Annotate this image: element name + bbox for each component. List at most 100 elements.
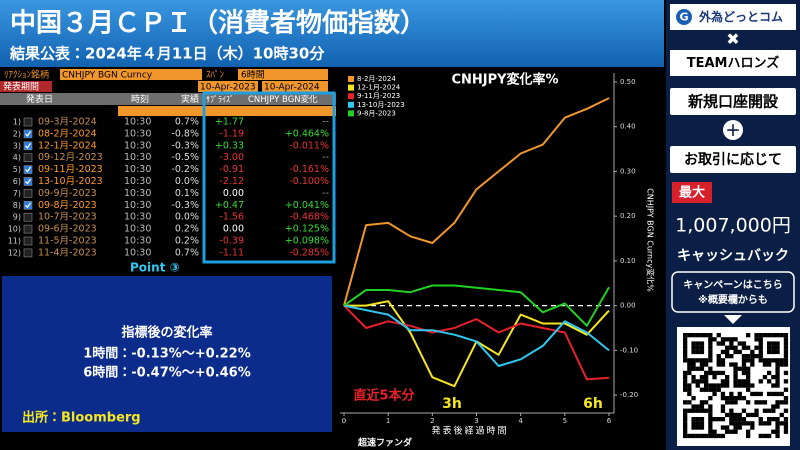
qr-module bbox=[691, 362, 696, 367]
span-box bbox=[238, 69, 328, 80]
qr-module bbox=[783, 333, 789, 338]
qr-module bbox=[695, 404, 700, 409]
qr-module bbox=[754, 408, 759, 413]
release-date: 09-11月-2023 bbox=[38, 164, 103, 175]
qr-module bbox=[775, 345, 780, 350]
qr-module bbox=[746, 370, 751, 376]
legend-label: 13-10月-2023 bbox=[357, 101, 405, 109]
qr-module bbox=[737, 379, 742, 384]
qr-module bbox=[758, 345, 763, 350]
qr-module bbox=[708, 358, 713, 363]
qr-module bbox=[699, 362, 705, 367]
qr-module bbox=[737, 341, 742, 346]
qr-module bbox=[708, 433, 713, 439]
bloomberg-table: ﾘｱｸｼｮﾝ銘柄 CNHJPY BGN Curncy ｽﾊﾟﾝ 6時間 発表期間… bbox=[0, 69, 336, 275]
row-number: 12) bbox=[8, 248, 21, 257]
checkbox bbox=[23, 129, 33, 139]
row-number: 9) bbox=[13, 213, 21, 222]
qr-module bbox=[758, 349, 763, 355]
qr-module bbox=[708, 417, 713, 422]
checkmark bbox=[25, 202, 32, 209]
qr-module bbox=[683, 383, 688, 388]
qr-module bbox=[720, 362, 726, 367]
release-date: 09-8月-2023 bbox=[38, 200, 97, 211]
qr-module bbox=[775, 421, 780, 426]
qr-module bbox=[708, 366, 713, 371]
qr-module bbox=[754, 391, 759, 397]
qr-module bbox=[733, 412, 738, 418]
actual: -0.2% bbox=[171, 164, 199, 175]
qr-module bbox=[704, 362, 709, 367]
release-time: 10:30 bbox=[124, 224, 151, 235]
qr-module bbox=[783, 400, 789, 405]
campaign-box[interactable] bbox=[671, 271, 795, 313]
qr-module bbox=[775, 375, 780, 380]
qr-module bbox=[712, 433, 717, 439]
qr-module bbox=[695, 425, 700, 430]
qr-module bbox=[683, 408, 688, 413]
qr-module bbox=[737, 412, 742, 418]
qr-module bbox=[771, 408, 776, 413]
actual: -0.3% bbox=[171, 200, 199, 211]
qr-module bbox=[704, 383, 709, 388]
change: -0.100% bbox=[289, 176, 329, 187]
qr-module bbox=[741, 345, 747, 350]
qr-module bbox=[699, 358, 705, 363]
reaction-label: ﾘｱｸｼｮﾝ銘柄 bbox=[4, 69, 49, 81]
qr-module bbox=[746, 345, 751, 350]
release-date: 09-3月-2024 bbox=[38, 117, 97, 128]
y-tick-label: 0.40 bbox=[620, 123, 636, 131]
legend-label: 12-1月-2024 bbox=[357, 84, 401, 92]
qr-module bbox=[720, 408, 726, 413]
y-tick-label: 0.10 bbox=[620, 257, 636, 265]
qr-module bbox=[720, 370, 726, 376]
qr-module bbox=[767, 417, 772, 422]
release-date: 09-6月-2023 bbox=[38, 224, 97, 235]
qr-module bbox=[720, 341, 726, 346]
qr-module bbox=[767, 379, 772, 384]
qr-module bbox=[691, 433, 696, 439]
legend-swatch bbox=[348, 93, 354, 100]
qr-module bbox=[729, 362, 734, 367]
qr-module bbox=[691, 396, 696, 401]
column-header: 発表日 bbox=[26, 93, 53, 105]
release-date: 11-5月-2023 bbox=[38, 236, 97, 247]
column-header: 実績 bbox=[181, 93, 199, 105]
qr-module bbox=[704, 375, 709, 380]
qr-module bbox=[767, 391, 772, 397]
qr-module bbox=[683, 341, 688, 346]
period-end-box bbox=[262, 81, 328, 92]
qr-module bbox=[746, 433, 751, 439]
qr-module bbox=[691, 345, 696, 350]
qr-module bbox=[767, 433, 772, 439]
max-box bbox=[672, 182, 712, 203]
qr-module bbox=[687, 362, 692, 367]
x-axis-label: 発表後経過時間 bbox=[431, 425, 508, 437]
qr-module bbox=[741, 421, 747, 426]
qr-module bbox=[725, 349, 730, 355]
summary-line: 1時間：-0.13%～+0.22% bbox=[83, 346, 251, 362]
release-time: 10:30 bbox=[124, 188, 151, 199]
qr-module bbox=[691, 366, 696, 371]
qr-module bbox=[775, 417, 780, 422]
qr-module bbox=[775, 379, 780, 384]
qr-module bbox=[783, 425, 789, 430]
legend-label: 8-2月-2024 bbox=[357, 75, 396, 83]
qr-module bbox=[779, 362, 784, 367]
chart-title: CNHJPY変化率% bbox=[451, 72, 558, 88]
qr-module bbox=[704, 387, 709, 392]
release-date: 11-4月-2023 bbox=[38, 247, 97, 258]
qr-module bbox=[695, 349, 700, 355]
qr-module bbox=[767, 333, 772, 338]
max: 最大 bbox=[679, 185, 705, 201]
y-tick-label: 0.50 bbox=[620, 78, 636, 86]
qr-module bbox=[733, 396, 738, 401]
open-account-box[interactable] bbox=[670, 88, 796, 115]
qr-module bbox=[754, 337, 759, 342]
qr-module bbox=[729, 400, 734, 405]
qr-module bbox=[699, 417, 705, 422]
qr-module bbox=[737, 349, 742, 355]
y-tick-label: 0.30 bbox=[620, 167, 636, 175]
qr-module bbox=[783, 358, 789, 363]
partner-box[interactable] bbox=[670, 50, 796, 76]
